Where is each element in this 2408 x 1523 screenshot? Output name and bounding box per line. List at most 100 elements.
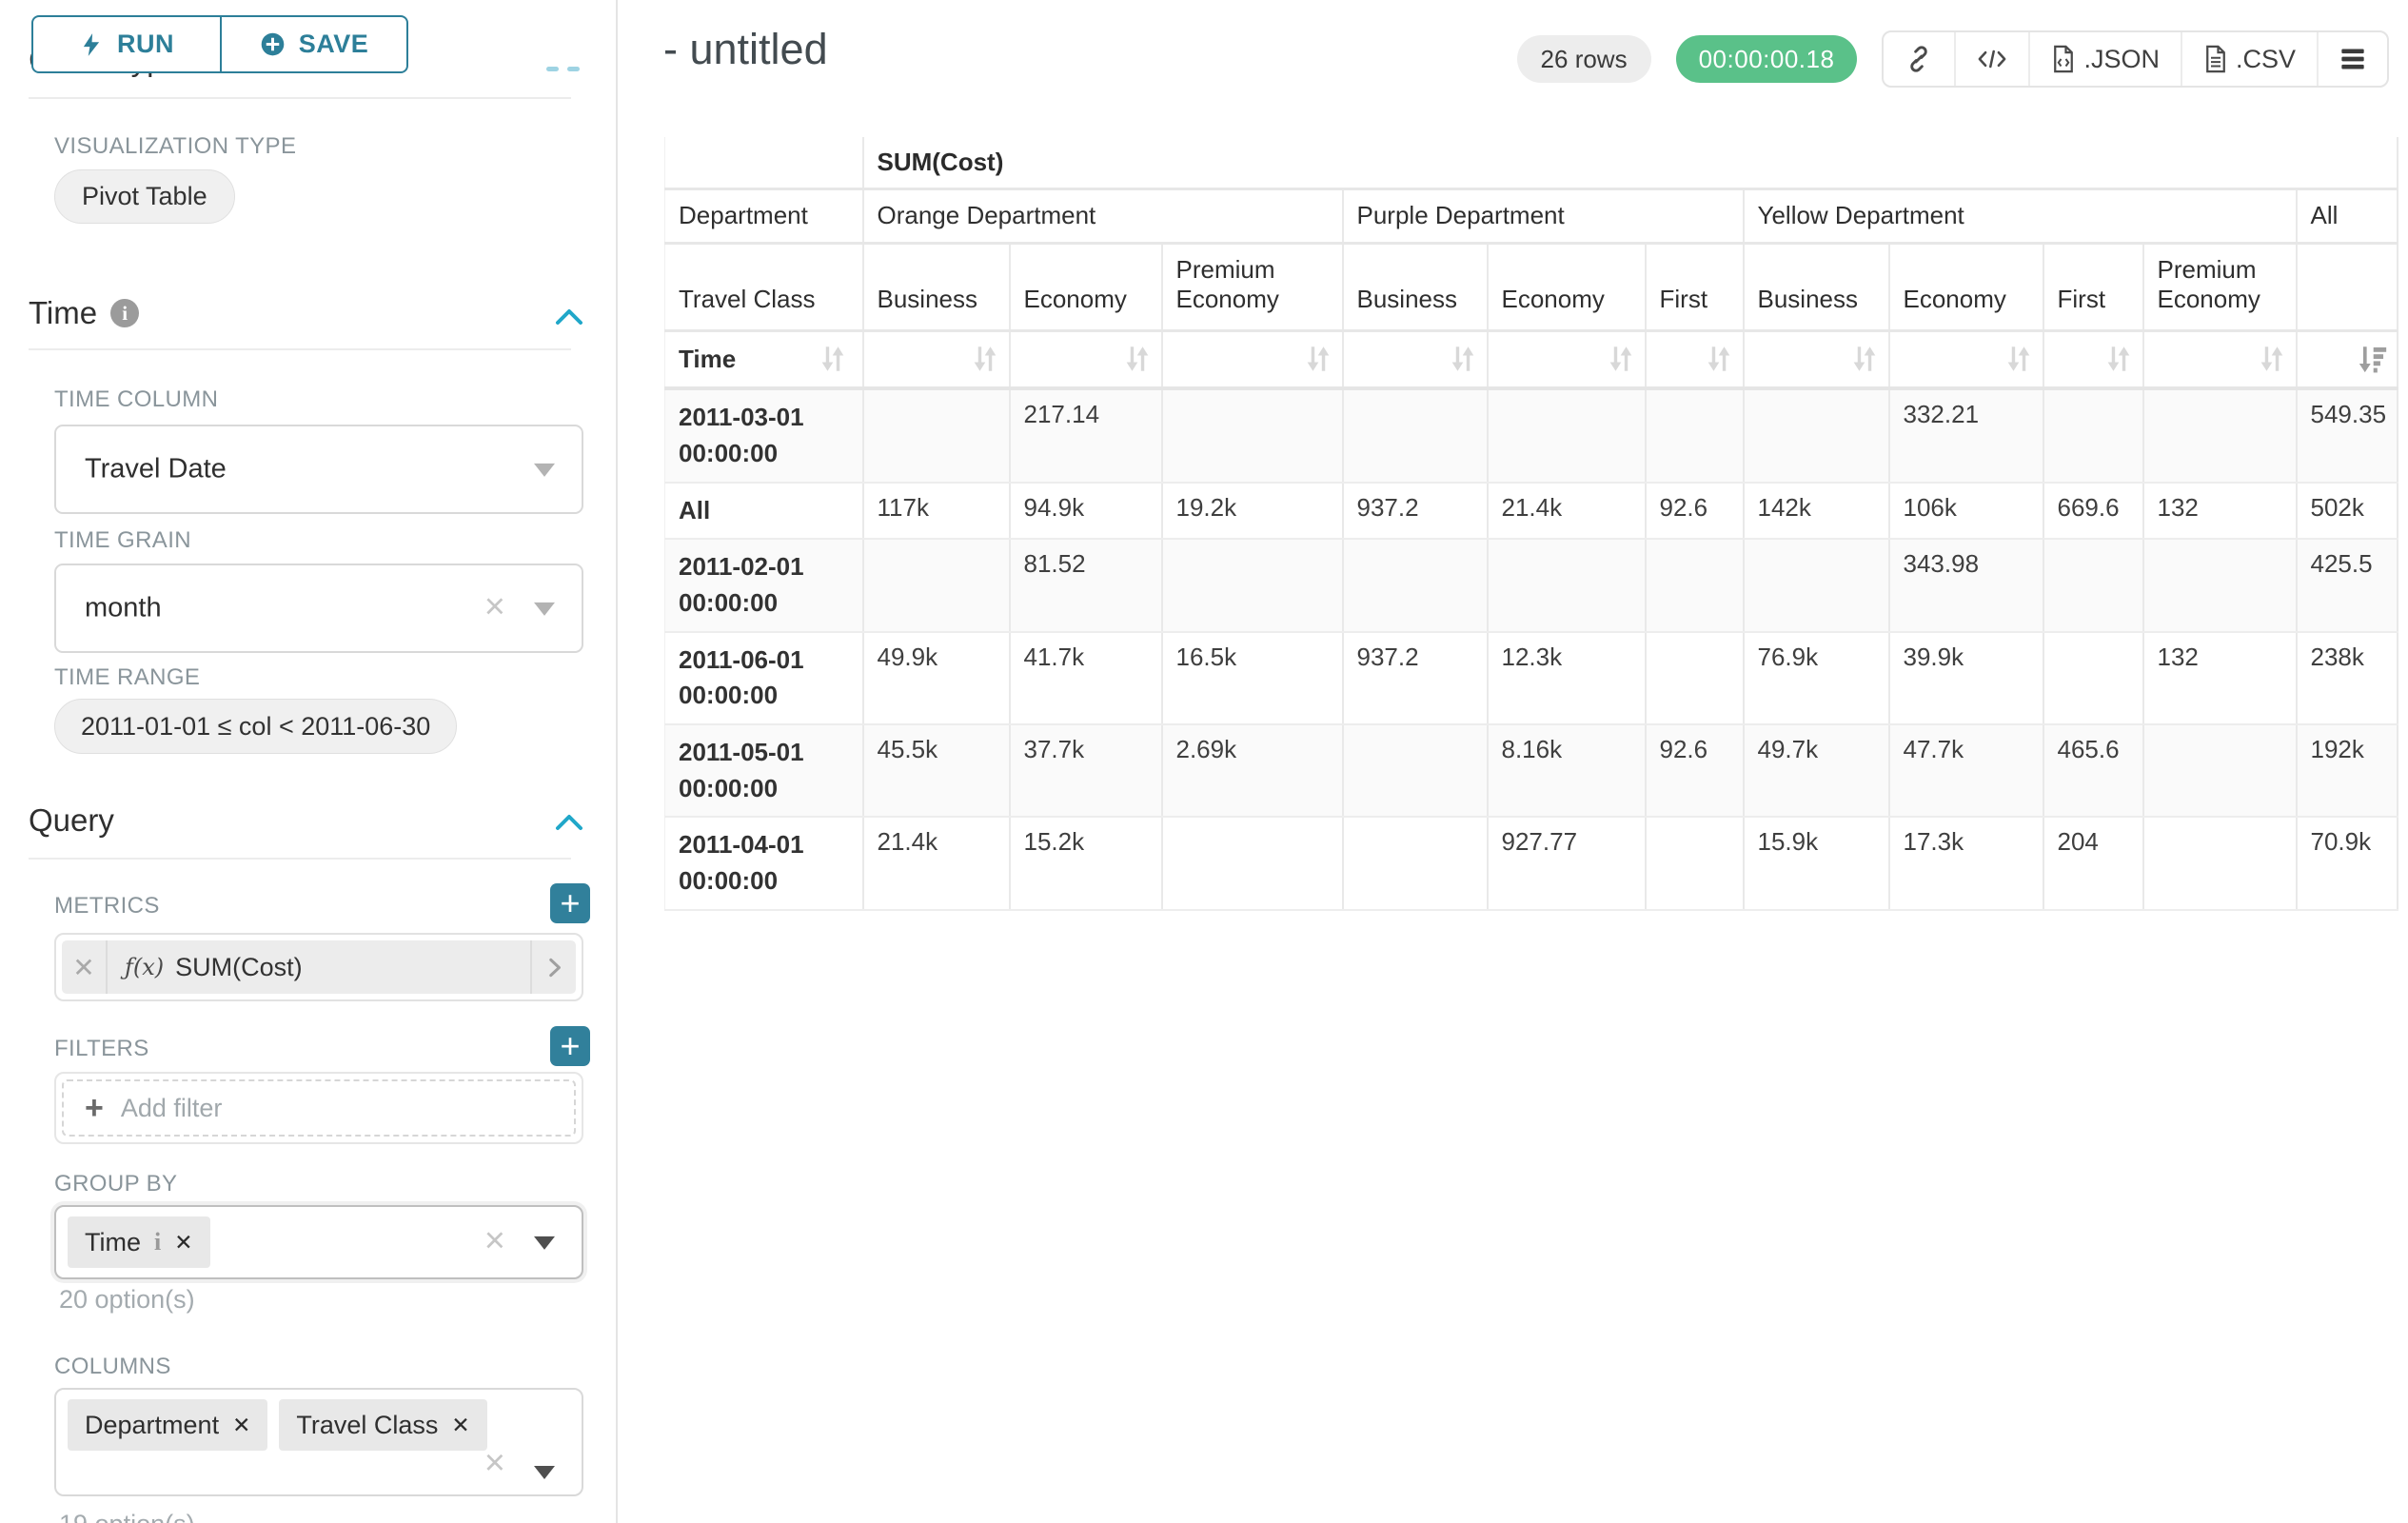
pivot-cell: 106k (1888, 482, 2044, 541)
copy-link-button[interactable] (1884, 32, 1954, 86)
time-column-select[interactable]: Travel Date (54, 425, 583, 514)
remove-metric-icon[interactable]: ✕ (62, 940, 108, 994)
export-csv-label: .CSV (2235, 44, 2296, 73)
columns-label: COLUMNS (54, 1354, 171, 1379)
sort-header (1342, 330, 1489, 391)
add-metric-button[interactable]: + (550, 883, 590, 923)
metric-name: SUM(Cost) (175, 952, 303, 981)
clear-icon[interactable]: × (484, 586, 505, 627)
menu-button[interactable] (2317, 32, 2387, 86)
group-by-select[interactable]: Time i ✕ × (54, 1205, 583, 1279)
col-header: First (1645, 243, 1745, 332)
pivot-cell (1743, 388, 1890, 484)
sort-header (2043, 330, 2144, 391)
pivot-cell: 332.21 (1888, 388, 2044, 484)
pivot-cell: 669.6 (2043, 482, 2144, 541)
pivot-cell: 81.52 (1009, 539, 1163, 633)
pivot-cell: 16.5k (1161, 631, 1344, 726)
table-row: 2011-05-01 00:00:00 45.5k 37.7k 2.69k 8.… (664, 724, 2398, 819)
clear-icon[interactable]: × (484, 1443, 505, 1483)
viz-type-value: Pivot Table (82, 182, 207, 210)
col-group-header: All (2296, 188, 2398, 245)
time-grain-label: TIME GRAIN (54, 527, 192, 553)
add-filter-plus-button[interactable]: + (550, 1026, 590, 1066)
group-by-label: GROUP BY (54, 1171, 178, 1197)
fx-icon: ƒ(x) (125, 954, 165, 980)
sort-icon[interactable] (1121, 343, 1154, 375)
pivot-cell: 76.9k (1743, 631, 1890, 726)
query-section-title: Query (29, 802, 114, 838)
columns-tag-label: Travel Class (296, 1410, 439, 1439)
save-button[interactable]: SAVE (220, 15, 408, 73)
page-title: - untitled (663, 25, 828, 73)
run-button[interactable]: RUN (31, 15, 222, 73)
plus-icon: + (85, 1090, 104, 1126)
export-json-button[interactable]: .JSON (2028, 32, 2181, 86)
embed-code-button[interactable] (1954, 32, 2028, 86)
csv-file-icon (2206, 45, 2225, 73)
pivot-cell: 47.7k (1888, 724, 2044, 819)
chevron-up-icon[interactable] (554, 812, 584, 833)
sort-icon[interactable] (1848, 343, 1881, 375)
sort-icon[interactable] (1703, 343, 1735, 375)
pivot-cell: 927.77 (1487, 817, 1647, 911)
sort-icon[interactable] (969, 343, 1001, 375)
sort-icon[interactable] (2003, 343, 2035, 375)
metric-pill[interactable]: ✕ ƒ(x) SUM(Cost) (62, 940, 576, 994)
remove-tag-icon[interactable]: ✕ (232, 1412, 251, 1437)
sort-header (1487, 330, 1647, 391)
sort-icon[interactable] (2256, 343, 2288, 375)
sort-icon[interactable] (1447, 343, 1479, 375)
time-grain-select[interactable]: month × (54, 564, 583, 653)
row-key: All (664, 482, 864, 541)
sort-header (1161, 330, 1344, 391)
columns-tag: Department ✕ (68, 1399, 268, 1451)
chevron-right-icon[interactable] (530, 940, 576, 994)
sort-descending-icon[interactable] (2357, 343, 2389, 375)
pivot-cell: 465.6 (2043, 724, 2144, 819)
export-csv-button[interactable]: .CSV (2180, 32, 2317, 86)
row-key: 2011-06-01 00:00:00 (664, 631, 864, 726)
pivot-cell: 17.3k (1888, 817, 2044, 911)
pivot-cell: 238k (2296, 631, 2398, 726)
columns-select[interactable]: Department ✕ Travel Class ✕ × (54, 1388, 583, 1496)
chevron-up-icon[interactable] (554, 307, 584, 327)
add-filter-button[interactable]: + Add filter (62, 1079, 576, 1137)
pivot-cell (1645, 631, 1745, 726)
pivot-cell (1487, 388, 1647, 484)
row-key: 2011-05-01 00:00:00 (664, 724, 864, 819)
table-row: 2011-03-01 00:00:00 217.14 332.21 549.35 (664, 388, 2398, 484)
pivot-cell (862, 539, 1011, 633)
pivot-cell: 15.9k (1743, 817, 1890, 911)
time-section-title: Time (29, 295, 98, 330)
sort-icon[interactable] (1302, 343, 1334, 375)
clear-icon[interactable]: × (484, 1220, 505, 1261)
table-row: 2011-04-01 00:00:00 21.4k 15.2k 927.77 1… (664, 817, 2398, 911)
department-axis-label: Department (664, 188, 864, 245)
col-header-empty (2296, 243, 2398, 332)
time-section-header[interactable]: Time i (29, 295, 140, 331)
pivot-cell: 204 (2043, 817, 2144, 911)
sort-icon[interactable] (1605, 343, 1637, 375)
metrics-label: METRICS (54, 893, 160, 919)
save-button-label: SAVE (298, 30, 369, 58)
sort-header (862, 330, 1011, 391)
viz-type-pill[interactable]: Pivot Table (54, 169, 235, 224)
time-range-pill[interactable]: 2011-01-01 ≤ col < 2011-06-30 (54, 699, 458, 754)
code-icon (1979, 49, 2006, 69)
remove-tag-icon[interactable]: ✕ (451, 1412, 470, 1437)
pivot-cell (2043, 631, 2144, 726)
query-section-header[interactable]: Query (29, 802, 114, 839)
travel-class-axis-label: Travel Class (664, 243, 864, 332)
run-save-button-group: RUN SAVE (31, 15, 408, 73)
pivot-cell: 92.6 (1645, 482, 1745, 541)
hamburger-menu-icon (2341, 49, 2364, 69)
remove-tag-icon[interactable]: ✕ (174, 1229, 193, 1255)
sort-header (1743, 330, 1890, 391)
col-header: Business (862, 243, 1011, 332)
chevron-down-icon (534, 1236, 555, 1250)
sort-icon[interactable] (817, 343, 849, 375)
pivot-cell (1342, 724, 1489, 819)
sort-icon[interactable] (2102, 343, 2135, 375)
